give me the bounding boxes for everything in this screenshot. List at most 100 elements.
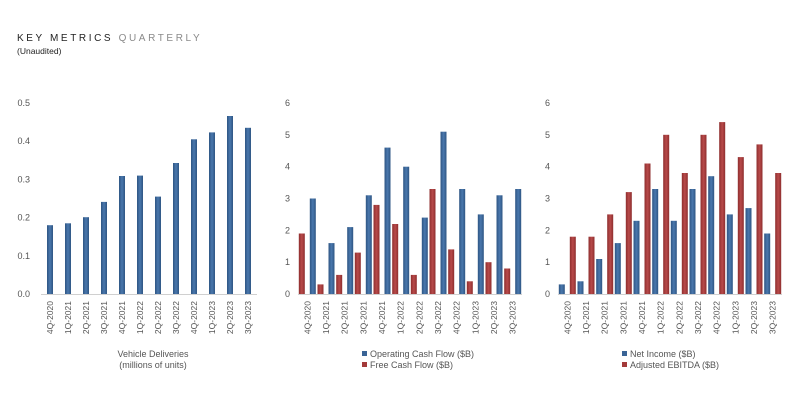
bar — [485, 262, 492, 294]
bar — [373, 204, 380, 294]
x-tick-label: 1Q-2021 — [581, 301, 591, 334]
x-tick-label: 3Q-2021 — [99, 301, 109, 334]
bar — [652, 189, 659, 294]
bar — [354, 252, 361, 294]
x-tick-label: 1Q-2022 — [656, 301, 666, 334]
bar — [448, 249, 455, 294]
bar — [663, 134, 670, 294]
bar — [596, 259, 603, 294]
y-tick-label: 5 — [285, 130, 290, 140]
legend-swatch — [622, 362, 627, 367]
report-header: KEY METRICS QUARTERLY (Unaudited) — [17, 33, 202, 56]
y-tick-label: 0 — [545, 289, 550, 299]
bar — [496, 195, 503, 294]
x-tick-label: 2Q-2022 — [674, 301, 684, 334]
y-tick-label: 0.1 — [17, 251, 30, 261]
x-tick-label: 4Q-2022 — [189, 301, 199, 334]
x-tick-label: 1Q-2022 — [396, 301, 406, 334]
x-tick-label: 2Q-2022 — [153, 301, 163, 334]
x-tick-label: 1Q-2021 — [63, 301, 73, 334]
bar — [607, 214, 614, 294]
title-bold: KEY METRICS — [17, 33, 114, 44]
chart-3: 0 1 2 3 4 5 6 4Q-2020 1Q-2021 2Q-2021 3Q-2021 4Q-20… — [545, 98, 782, 370]
x-tick-label: 3Q-2022 — [433, 301, 443, 334]
y-tick-label: 0.5 — [17, 98, 30, 108]
bar — [365, 195, 372, 294]
x-axis-title: Vehicle Deliveries — [117, 349, 189, 359]
bar — [756, 144, 763, 294]
bar — [614, 243, 621, 294]
x-tick-label: 1Q-2023 — [730, 301, 740, 334]
title-light: QUARTERLY — [118, 33, 203, 44]
bar — [298, 233, 305, 294]
bar — [392, 224, 399, 294]
bar — [700, 134, 707, 294]
x-tick-label: 3Q-2021 — [358, 301, 368, 334]
bar — [569, 236, 576, 294]
bar — [309, 198, 316, 294]
x-tick-label: 4Q-2020 — [302, 301, 312, 334]
report-title: KEY METRICS QUARTERLY — [17, 33, 202, 45]
x-tick-label: 2Q-2021 — [340, 301, 350, 334]
bar — [558, 284, 565, 294]
bar — [726, 214, 733, 294]
bar — [137, 175, 143, 294]
x-tick-label: 2Q-2022 — [414, 301, 424, 334]
y-tick-label: 0.0 — [17, 289, 30, 299]
report-subtitle: (Unaudited) — [17, 46, 62, 56]
y-tick-label: 0.3 — [17, 174, 30, 184]
bar — [47, 225, 53, 294]
y-tick-label: 0.2 — [17, 213, 30, 223]
bar — [65, 223, 71, 294]
y-tick-label: 2 — [285, 225, 290, 235]
y-tick-label: 4 — [285, 162, 290, 172]
bar — [459, 189, 466, 294]
bar — [173, 163, 179, 294]
x-tick-label: 2Q-2021 — [600, 301, 610, 334]
y-tick-label: 4 — [545, 162, 550, 172]
bar — [466, 281, 473, 294]
x-tick-label: 2Q-2021 — [81, 301, 91, 334]
x-tick-label: 1Q-2023 — [207, 301, 217, 334]
x-tick-label: 2Q-2023 — [489, 301, 499, 334]
x-tick-label: 4Q-2021 — [377, 301, 387, 334]
legend-swatch — [362, 362, 367, 367]
y-tick-label: 1 — [285, 257, 290, 267]
x-tick-label: 4Q-2022 — [452, 301, 462, 334]
y-tick-label: 6 — [285, 98, 290, 108]
legend-label: Net Income ($B) — [630, 349, 696, 359]
bar — [119, 176, 125, 294]
bar — [101, 201, 107, 294]
legend-label: Free Cash Flow ($B) — [370, 360, 453, 370]
bar — [515, 189, 522, 294]
chart-2: 0 1 2 3 4 5 6 4Q-2020 1Q-2021 2Q-2021 3Q-2021 4Q-20… — [285, 98, 522, 370]
bar — [209, 132, 215, 294]
x-tick-label: 2Q-2023 — [749, 301, 759, 334]
chart-1: 0.0 0.1 0.2 0.3 0.4 0.5 4Q-2020 1Q-2021 2Q-2021 3… — [17, 98, 257, 370]
bar — [625, 192, 632, 294]
bar — [775, 173, 782, 294]
bar — [191, 139, 197, 294]
bar — [410, 274, 417, 294]
bar — [681, 173, 688, 294]
bar — [421, 217, 428, 294]
bar — [719, 122, 726, 294]
bar — [577, 281, 584, 294]
bar — [245, 127, 251, 294]
legend-label: Operating Cash Flow ($B) — [370, 349, 474, 359]
x-tick-label: 3Q-2022 — [693, 301, 703, 334]
bar — [384, 147, 391, 294]
x-tick-label: 3Q-2023 — [768, 301, 778, 334]
bar — [737, 157, 744, 294]
bar — [403, 166, 410, 294]
y-tick-label: 3 — [545, 194, 550, 204]
bar — [745, 208, 752, 294]
legend-swatch — [622, 351, 627, 356]
bar — [336, 274, 343, 294]
y-tick-label: 5 — [545, 130, 550, 140]
x-tick-label: 2Q-2023 — [225, 301, 235, 334]
bar — [504, 268, 511, 294]
bar — [227, 116, 233, 294]
x-tick-label: 3Q-2023 — [508, 301, 518, 334]
